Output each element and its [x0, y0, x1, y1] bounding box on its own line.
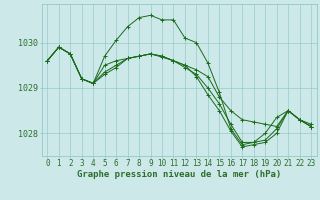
- X-axis label: Graphe pression niveau de la mer (hPa): Graphe pression niveau de la mer (hPa): [77, 170, 281, 179]
